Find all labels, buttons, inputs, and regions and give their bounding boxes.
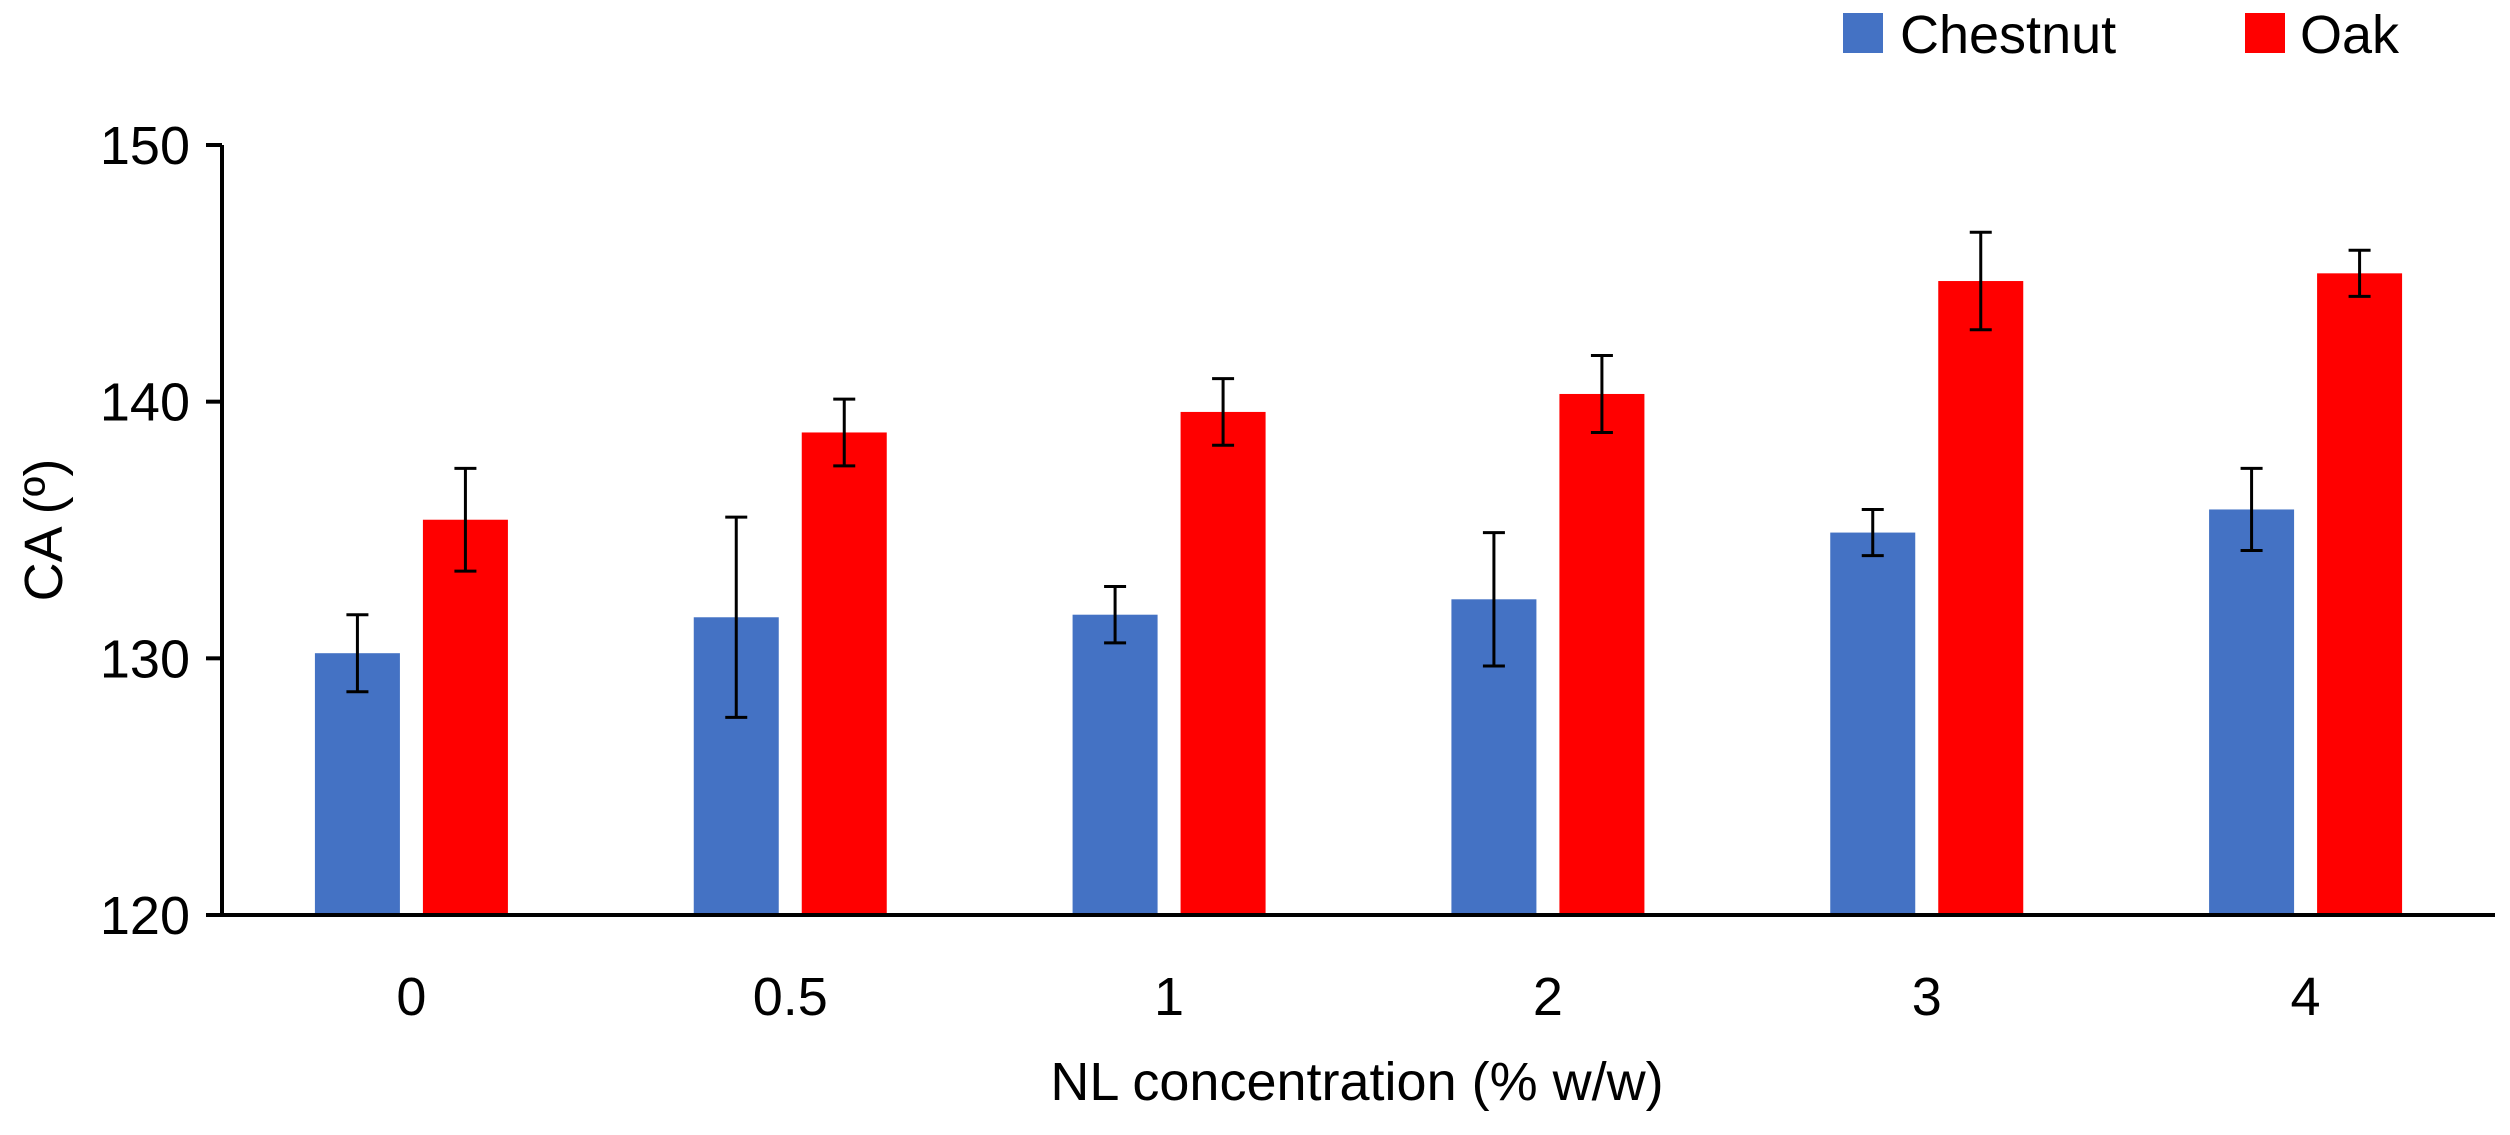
legend-label-oak: Oak <box>2300 5 2400 65</box>
bar-oak <box>1559 393 1645 915</box>
y-tick-label: 140 <box>100 373 190 433</box>
y-tick-label: 130 <box>100 629 190 689</box>
bar-oak <box>1938 281 2024 915</box>
legend-swatch-oak <box>2245 13 2285 53</box>
bar-chestnut <box>2209 509 2295 915</box>
bar-oak <box>2317 273 2403 915</box>
legend-label-chestnut: Chestnut <box>1900 5 2116 65</box>
x-tick-label: 1 <box>1154 967 1184 1027</box>
x-tick-label: 3 <box>1912 967 1942 1027</box>
bar-chestnut <box>1830 532 1916 915</box>
y-tick-label: 150 <box>100 116 190 176</box>
bar-oak <box>801 432 887 915</box>
legend: Chestnut Oak <box>1843 5 2400 65</box>
x-tick-label: 4 <box>2291 967 2321 1027</box>
x-axis-title: NL concentration (% w/w) <box>1050 1052 1663 1112</box>
x-tick-label: 0.5 <box>753 967 828 1027</box>
bar-chestnut <box>314 653 400 915</box>
x-ticks-layer: 0 0.5 1 2 3 4 <box>396 967 2320 1027</box>
y-tick-label: 120 <box>100 886 190 946</box>
bars-layer <box>314 273 2403 915</box>
bar-oak <box>422 519 508 915</box>
y-ticks-layer: 120 130 140 150 <box>100 116 222 946</box>
error-bars-layer <box>346 230 2371 719</box>
axes-layer <box>220 145 2495 917</box>
bar-oak <box>1180 411 1266 915</box>
bar-chestnut <box>1072 614 1158 915</box>
legend-swatch-chestnut <box>1843 13 1883 53</box>
x-tick-label: 0 <box>396 967 426 1027</box>
x-tick-label: 2 <box>1533 967 1563 1027</box>
y-axis-title: CA (º) <box>14 459 74 602</box>
